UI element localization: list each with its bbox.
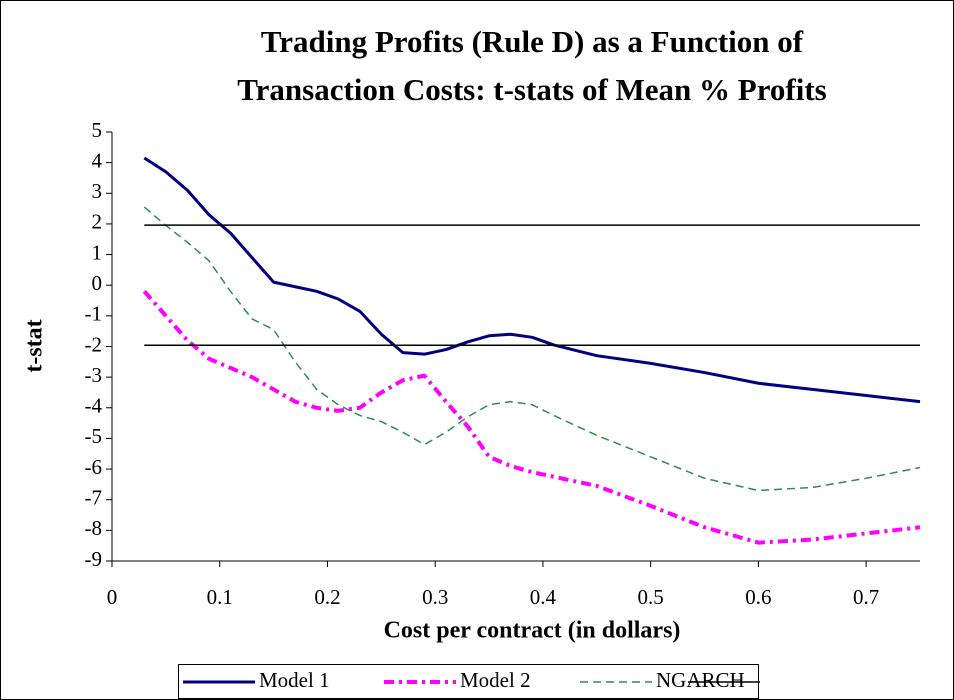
y-tick-label: -3 [85,363,103,387]
chart-title: Trading Profits (Rule D) as a Function o… [261,24,804,59]
y-tick-label: -9 [85,547,103,571]
x-tick-label: 0 [107,585,118,609]
x-axis-title: Cost per contract (in dollars) [384,618,681,644]
x-tick-label: 0.4 [530,585,557,609]
x-tick-label: 0.7 [853,585,879,609]
series-line [144,224,920,347]
x-tick-label: 0.6 [745,585,771,609]
legend-label: NGARCH [656,668,745,692]
y-tick-label: 3 [92,179,103,203]
y-tick-label: -5 [85,424,103,448]
x-tick-label: 0.5 [638,585,664,609]
y-tick-label: -7 [85,486,103,510]
x-tick-label: 0.3 [422,585,448,609]
series-line [143,156,921,404]
y-tick-label: 2 [92,210,103,234]
y-tick-label: 4 [92,148,103,172]
series-line [143,206,921,492]
y-tick-label: 1 [92,240,103,264]
y-tick-label: -2 [85,332,103,356]
legend-label: Model 1 [259,668,330,692]
legend-box [178,664,759,699]
legend-label: Model 2 [460,668,531,692]
y-tick-label: -6 [85,455,103,479]
y-tick-label: 5 [92,118,103,142]
y-tick-label: -4 [85,394,103,418]
chart-title: Transaction Costs: t-stats of Mean % Pro… [237,72,827,107]
y-tick-label: 0 [92,271,103,295]
y-tick-label: -8 [85,516,103,540]
y-tick-label: -1 [85,302,103,326]
y-axis-title: t-stat [22,319,48,372]
x-tick-label: 0.1 [207,585,233,609]
series-line [142,290,921,545]
x-tick-label: 0.2 [314,585,340,609]
